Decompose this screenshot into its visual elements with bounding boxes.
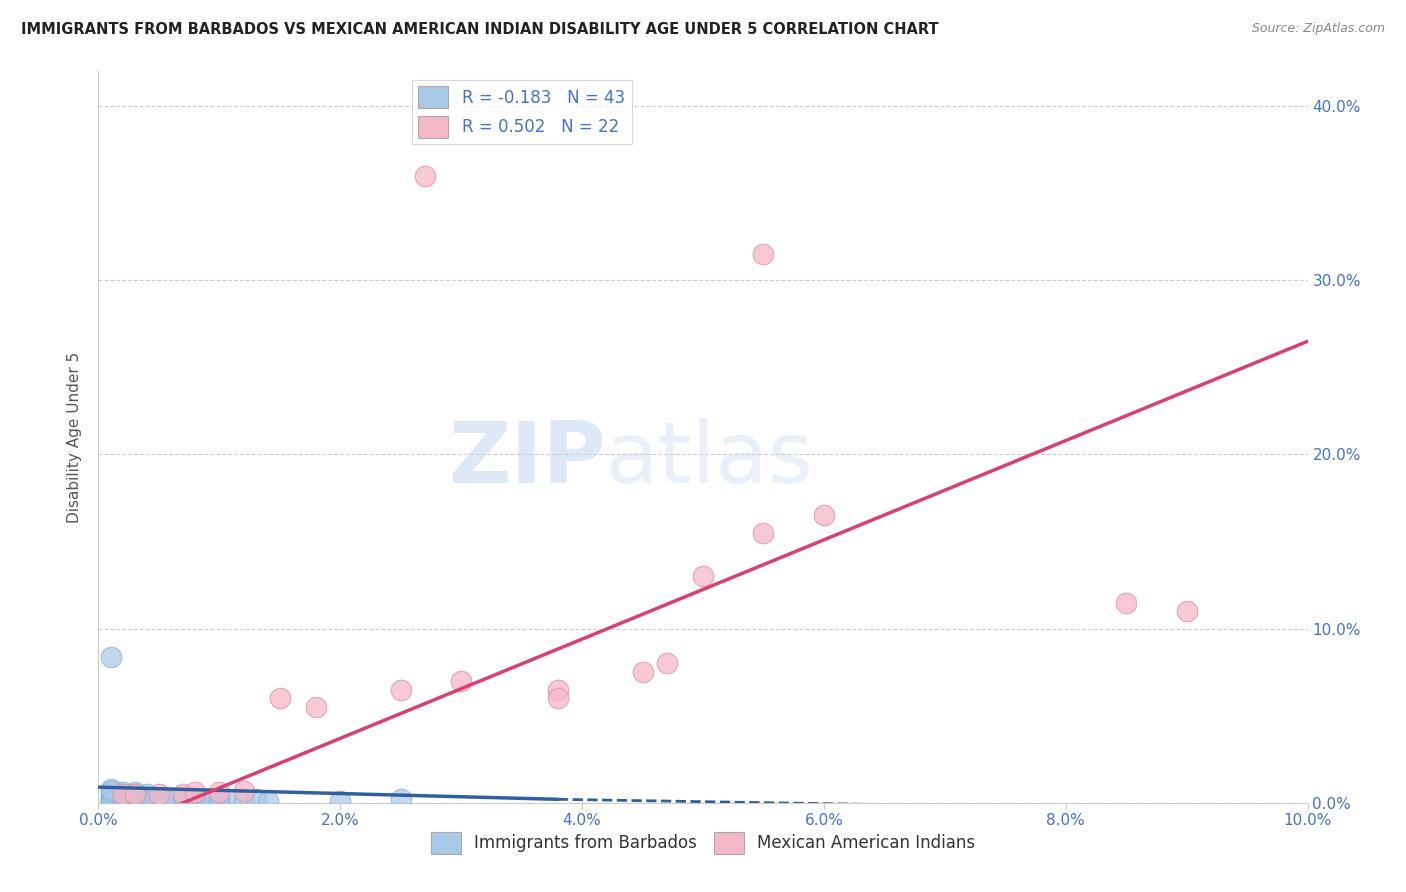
Point [100, 781, 122, 796]
Point [100, 792, 122, 806]
Point [269, 691, 291, 706]
Text: IMMIGRANTS FROM BARBADOS VS MEXICAN AMERICAN INDIAN DISABILITY AGE UNDER 5 CORRE: IMMIGRANTS FROM BARBADOS VS MEXICAN AMER… [21, 22, 939, 37]
Point [389, 792, 412, 806]
Point [124, 790, 146, 805]
Point [100, 794, 122, 808]
Point [184, 792, 207, 806]
Point [172, 787, 194, 801]
Point [172, 790, 194, 805]
Point [305, 700, 328, 714]
Text: ZIP: ZIP [449, 417, 606, 500]
Point [135, 792, 157, 806]
Point [195, 792, 218, 806]
Point [184, 785, 207, 799]
Point [100, 790, 122, 805]
Point [752, 525, 775, 540]
Point [124, 787, 146, 801]
Point [124, 787, 146, 801]
Point [135, 787, 157, 801]
Point [124, 792, 146, 806]
Point [547, 682, 569, 697]
Point [135, 794, 157, 808]
Point [135, 790, 157, 805]
Point [208, 785, 231, 799]
Point [111, 789, 134, 803]
Point [450, 673, 472, 688]
Legend: Immigrants from Barbados, Mexican American Indians: Immigrants from Barbados, Mexican Americ… [425, 826, 981, 860]
Point [195, 794, 218, 808]
Point [111, 794, 134, 808]
Point [329, 794, 352, 808]
Point [413, 169, 436, 183]
Point [100, 649, 122, 664]
Point [245, 792, 267, 806]
Text: Source: ZipAtlas.com: Source: ZipAtlas.com [1251, 22, 1385, 36]
Point [100, 787, 122, 801]
Point [208, 792, 231, 806]
Point [389, 682, 412, 697]
Point [124, 789, 146, 803]
Point [111, 787, 134, 801]
Point [256, 794, 278, 808]
Point [184, 794, 207, 808]
Point [160, 794, 183, 808]
Point [148, 790, 170, 805]
Point [813, 508, 835, 523]
Point [547, 691, 569, 706]
Point [148, 794, 170, 808]
Text: atlas: atlas [606, 417, 814, 500]
Point [111, 792, 134, 806]
Point [221, 794, 243, 808]
Point [1115, 595, 1137, 609]
Point [100, 783, 122, 797]
Point [100, 794, 122, 808]
Point [208, 794, 231, 808]
Point [655, 657, 678, 671]
Point [232, 783, 254, 797]
Point [1175, 604, 1198, 618]
Point [124, 785, 146, 799]
Point [111, 787, 134, 801]
Point [692, 569, 714, 583]
Point [111, 785, 134, 799]
Point [124, 794, 146, 808]
Point [631, 665, 654, 680]
Point [172, 792, 194, 806]
Point [111, 794, 134, 808]
Point [148, 787, 170, 801]
Point [111, 790, 134, 805]
Point [232, 794, 254, 808]
Point [752, 247, 775, 261]
Point [160, 792, 183, 806]
Y-axis label: Disability Age Under 5: Disability Age Under 5 [67, 351, 83, 523]
